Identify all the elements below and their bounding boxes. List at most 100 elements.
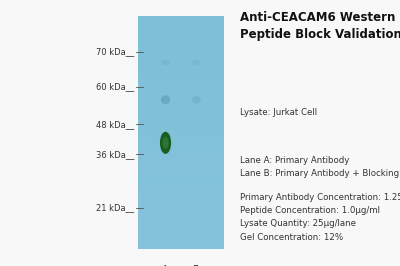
Bar <box>138 228 224 231</box>
Bar <box>138 231 224 234</box>
Bar <box>138 170 224 173</box>
Bar <box>138 161 224 164</box>
Bar <box>138 220 224 223</box>
Bar <box>138 208 224 211</box>
Text: 36 kDa__: 36 kDa__ <box>96 150 134 159</box>
Bar <box>138 234 224 237</box>
Bar <box>138 130 224 132</box>
Text: Anti-CEACAM6 Western Blot &
Peptide Block Validation: Anti-CEACAM6 Western Blot & Peptide Bloc… <box>240 11 400 41</box>
Bar <box>138 153 224 156</box>
Bar <box>138 135 224 138</box>
Text: 21 kDa__: 21 kDa__ <box>96 203 134 213</box>
Text: Lane A: Primary Antibody: Lane A: Primary Antibody <box>240 156 349 165</box>
Bar <box>138 28 224 31</box>
Bar <box>138 226 224 228</box>
Bar <box>138 156 224 159</box>
Bar <box>138 121 224 124</box>
Bar <box>138 77 224 80</box>
Bar <box>138 150 224 153</box>
Bar <box>138 138 224 141</box>
Bar <box>138 25 224 28</box>
Bar <box>138 237 224 240</box>
Bar <box>138 176 224 179</box>
Ellipse shape <box>160 132 171 154</box>
Bar <box>138 141 224 144</box>
Bar <box>138 48 224 51</box>
Bar <box>138 22 224 25</box>
Bar <box>138 109 224 112</box>
Bar <box>138 94 224 97</box>
Text: Gel Concentration: 12%: Gel Concentration: 12% <box>240 233 343 242</box>
Bar <box>138 92 224 94</box>
Bar <box>138 243 224 246</box>
Bar <box>138 205 224 208</box>
Bar <box>138 164 224 167</box>
Bar <box>138 246 224 249</box>
Bar <box>138 97 224 100</box>
Bar <box>138 42 224 45</box>
Text: 60 kDa__: 60 kDa__ <box>96 82 134 92</box>
Bar <box>138 115 224 118</box>
Bar <box>138 83 224 86</box>
Bar <box>138 106 224 109</box>
Bar <box>138 45 224 48</box>
Bar <box>138 147 224 150</box>
Bar <box>138 103 224 106</box>
Bar <box>138 188 224 190</box>
Bar <box>138 60 224 63</box>
Bar <box>138 118 224 121</box>
Bar <box>138 199 224 202</box>
Bar <box>138 144 224 147</box>
Bar <box>138 68 224 71</box>
Ellipse shape <box>192 96 201 103</box>
Text: A: A <box>162 265 169 266</box>
Bar <box>138 196 224 199</box>
Bar <box>138 185 224 188</box>
Bar <box>138 16 224 19</box>
Bar <box>138 124 224 127</box>
Bar <box>138 74 224 77</box>
Bar <box>138 80 224 83</box>
Bar <box>138 16 224 249</box>
Bar <box>138 36 224 39</box>
Bar <box>138 202 224 205</box>
Bar <box>138 240 224 243</box>
Bar <box>138 19 224 22</box>
Text: Peptide Concentration: 1.0µg/ml: Peptide Concentration: 1.0µg/ml <box>240 206 380 215</box>
Bar <box>138 182 224 185</box>
Bar <box>138 86 224 89</box>
Bar <box>138 214 224 217</box>
Bar <box>138 132 224 135</box>
Text: Lysate: Jurkat Cell: Lysate: Jurkat Cell <box>240 108 317 117</box>
Bar <box>138 173 224 176</box>
Ellipse shape <box>161 95 170 104</box>
Text: 70 kDa__: 70 kDa__ <box>96 48 134 57</box>
Text: Lane B: Primary Antibody + Blocking Peptide: Lane B: Primary Antibody + Blocking Pept… <box>240 169 400 178</box>
Bar <box>138 211 224 214</box>
Bar <box>138 63 224 65</box>
Bar <box>138 179 224 182</box>
Ellipse shape <box>161 60 170 65</box>
Bar <box>138 65 224 68</box>
Bar <box>138 34 224 36</box>
Bar <box>138 57 224 60</box>
Bar <box>138 112 224 115</box>
Bar <box>138 71 224 74</box>
Bar <box>138 39 224 42</box>
Bar <box>138 51 224 54</box>
Bar <box>138 217 224 220</box>
Text: 48 kDa__: 48 kDa__ <box>96 120 134 129</box>
Bar <box>138 100 224 103</box>
Bar <box>138 190 224 193</box>
Ellipse shape <box>192 60 201 65</box>
Text: Primary Antibody Concentration: 1.25µg/ml: Primary Antibody Concentration: 1.25µg/m… <box>240 193 400 202</box>
Bar <box>138 223 224 226</box>
Bar <box>138 167 224 170</box>
Bar <box>138 31 224 34</box>
Bar <box>138 54 224 57</box>
Bar <box>138 193 224 196</box>
Text: Lysate Quantity: 25µg/lane: Lysate Quantity: 25µg/lane <box>240 219 356 228</box>
Text: B: B <box>193 265 200 266</box>
Bar <box>138 127 224 130</box>
Ellipse shape <box>162 137 168 149</box>
